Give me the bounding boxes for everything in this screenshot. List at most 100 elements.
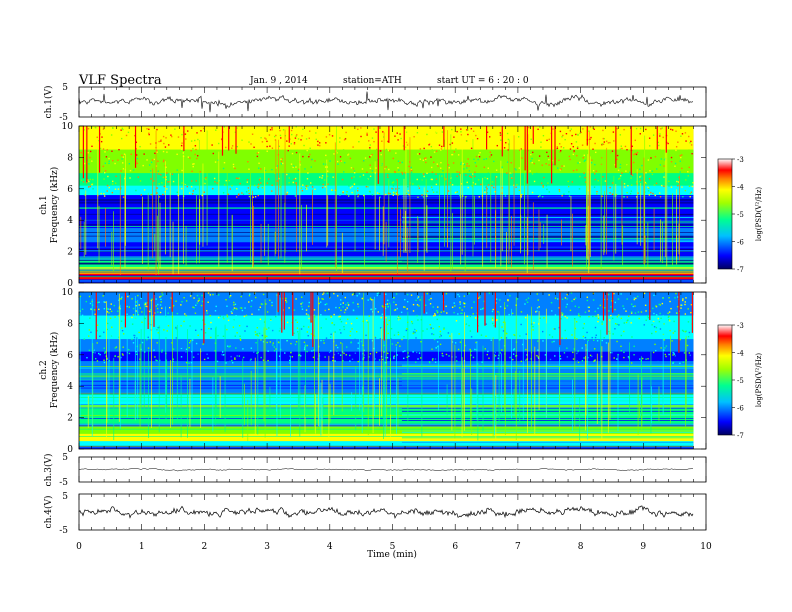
spectrogram-speckle	[445, 305, 447, 308]
spectrogram-speckle	[167, 312, 169, 314]
spectrogram-speckle	[121, 353, 124, 355]
spectrogram-speckle	[475, 165, 478, 167]
spectrogram-speckle	[579, 316, 581, 318]
spectrogram-speckle	[412, 332, 414, 335]
spectrogram-speckle	[480, 334, 483, 336]
spectrogram-speckle	[532, 325, 534, 328]
spectrogram-speckle	[293, 143, 296, 145]
spectrogram-speckle	[687, 335, 690, 338]
spectrogram-speckle	[645, 319, 647, 321]
spectrogram-speckle	[560, 176, 563, 178]
spectrogram-speckle	[453, 349, 455, 351]
spectrogram-speckle	[500, 139, 502, 141]
spectrogram-speckle	[651, 332, 653, 335]
spectrogram-speckle	[413, 332, 415, 334]
spectrogram-speckle	[593, 360, 595, 362]
spectrogram-speckle	[663, 185, 665, 188]
spectrogram-speckle	[358, 292, 361, 295]
spectrogram-speckle	[311, 186, 314, 188]
spectrogram-speckle	[476, 132, 479, 134]
spectrogram-speckle	[487, 167, 489, 169]
spectrogram-speckle	[661, 184, 663, 187]
spectrogram-speckle	[260, 182, 262, 184]
spectrogram-speckle	[357, 347, 359, 350]
spectrogram-speckle	[343, 328, 346, 331]
spectrogram-speckle	[473, 301, 475, 303]
spectrogram-speckle	[406, 301, 409, 303]
spectrogram-speckle	[518, 189, 521, 191]
spectrogram-speckle	[592, 148, 594, 150]
spectrogram-speckle	[543, 176, 545, 179]
spectrogram-speckle	[151, 298, 153, 301]
spectrogram-speckle	[141, 341, 144, 344]
spectrogram-speckle	[201, 294, 203, 297]
spectrogram-speckle	[645, 147, 648, 149]
spectrogram-speckle	[341, 178, 344, 181]
spectrogram-speckle	[566, 174, 568, 176]
spectrogram-speckle	[276, 157, 278, 160]
spectrogram-speckle	[561, 314, 563, 316]
spectrogram-speckle	[499, 133, 502, 135]
spectrogram-speckle	[556, 146, 558, 148]
spectrogram-speckle	[250, 347, 253, 349]
spectrogram-speckle	[264, 169, 267, 172]
spectrogram-speckle	[269, 133, 271, 135]
spectrogram-speckle	[592, 162, 595, 164]
spectrogram-speckle	[499, 299, 501, 301]
spectrogram-speckle	[620, 345, 622, 348]
spectrogram-speckle	[340, 160, 342, 162]
spectrogram-speckle	[584, 336, 587, 339]
spectrogram-speckle	[582, 157, 585, 159]
spectrogram-speckle	[295, 298, 297, 300]
spectrogram-speckle	[117, 180, 120, 183]
spectrogram-speckle	[582, 128, 584, 130]
spectrogram-speckle	[559, 355, 561, 357]
spectrogram-speckle	[581, 144, 584, 146]
spectrogram-speckle	[385, 316, 387, 319]
spectrogram-speckle	[522, 343, 524, 346]
spectrogram-speckle	[478, 155, 481, 158]
spectrogram-speckle	[197, 138, 199, 141]
spectrogram-speckle	[591, 159, 593, 161]
spectrogram-speckle	[450, 327, 453, 329]
spectrogram-speckle	[452, 144, 455, 146]
spectrogram-speckle	[93, 309, 96, 311]
spectrogram-speckle	[309, 153, 311, 156]
spectrogram-speckle	[326, 166, 328, 168]
spectrogram-speckle	[437, 306, 439, 308]
spectrogram-speckle	[156, 184, 158, 186]
spectrogram-speckle	[460, 183, 463, 185]
spectrogram-speckle	[430, 297, 432, 300]
y-tick-label: 0	[67, 445, 73, 455]
spectrogram-speckle	[558, 190, 561, 193]
spectrogram-speckle	[354, 352, 357, 354]
spectrogram-speckle	[658, 144, 660, 147]
spectrogram-speckle	[630, 184, 633, 186]
spectrogram-speckle	[120, 187, 122, 189]
spectrogram-speckle	[308, 156, 310, 158]
spectrogram-speckle	[266, 341, 268, 344]
spectrogram-speckle	[266, 346, 269, 348]
spectrogram-speckle	[672, 176, 675, 179]
spectrogram-speckle	[125, 166, 127, 168]
spectrogram-speckle	[239, 335, 241, 337]
spectrogram-speckle	[332, 359, 334, 362]
spectrogram-speckle	[306, 155, 308, 158]
spectrogram-speckle	[159, 304, 162, 306]
spectrogram-speckle	[94, 352, 96, 354]
y-tick-label: 2	[67, 414, 73, 424]
spectrogram-speckle	[483, 300, 485, 303]
spectrogram-speckle	[493, 324, 495, 327]
spectrogram-speckle	[214, 161, 217, 163]
spectrogram-speckle	[386, 174, 389, 176]
spectrogram-speckle	[258, 167, 260, 169]
spectrogram-speckle	[688, 331, 691, 334]
spectrogram-speckle	[593, 136, 595, 139]
spectrogram-speckle	[246, 361, 248, 363]
spectrogram-speckle	[356, 330, 358, 333]
spectrogram-speckle	[185, 300, 188, 302]
spectrogram-speckle	[614, 301, 617, 304]
spectrogram-speckle	[526, 354, 528, 356]
spectrogram-speckle	[213, 177, 216, 180]
